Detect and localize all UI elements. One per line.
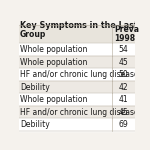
Bar xyxy=(19,93,135,106)
Text: Debility: Debility xyxy=(20,82,50,91)
Text: Whole population: Whole population xyxy=(20,45,87,54)
Text: 45: 45 xyxy=(118,108,128,117)
Text: Debility: Debility xyxy=(20,120,50,129)
Text: HF and/or chronic lung disease: HF and/or chronic lung disease xyxy=(20,70,139,79)
Text: 45: 45 xyxy=(118,58,128,67)
Text: Preva: Preva xyxy=(114,25,139,34)
Bar xyxy=(19,106,135,118)
Bar xyxy=(19,43,135,56)
Text: 54: 54 xyxy=(118,45,128,54)
Bar xyxy=(19,68,135,81)
Bar xyxy=(19,81,135,93)
Text: 42: 42 xyxy=(118,82,128,91)
Bar xyxy=(19,118,135,131)
Text: 1998: 1998 xyxy=(114,34,135,43)
Text: 69: 69 xyxy=(118,120,128,129)
Text: Whole population: Whole population xyxy=(20,95,87,104)
Bar xyxy=(19,56,135,68)
Text: 41: 41 xyxy=(118,95,128,104)
Text: Key Symptoms in the Last Year of Life —: Key Symptoms in the Last Year of Life — xyxy=(20,21,150,30)
Text: Whole population: Whole population xyxy=(20,58,87,67)
Text: HF and/or chronic lung disease: HF and/or chronic lung disease xyxy=(20,108,139,117)
Text: Group: Group xyxy=(20,30,46,39)
Bar xyxy=(19,25,135,43)
Text: 50: 50 xyxy=(118,70,128,79)
